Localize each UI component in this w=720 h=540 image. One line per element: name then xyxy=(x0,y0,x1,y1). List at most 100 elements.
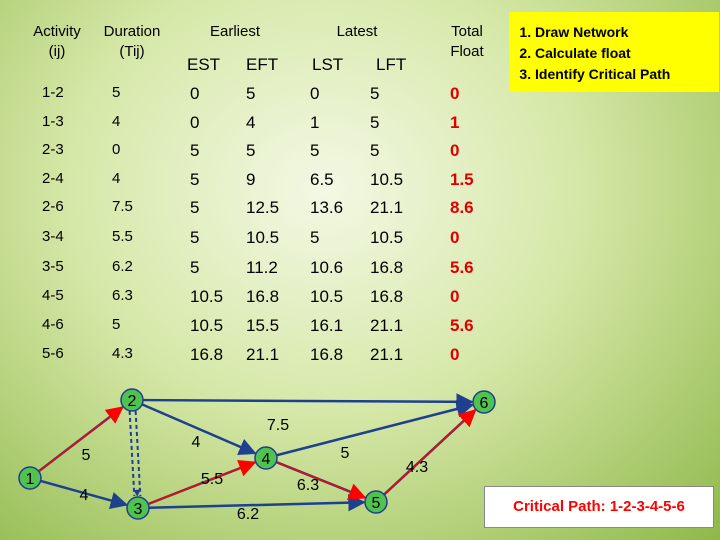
cell-est: 5 xyxy=(190,258,200,277)
cell-lft: 5 xyxy=(370,113,380,132)
header-latest: Latest xyxy=(336,23,378,40)
instruction-item: Draw Network xyxy=(535,22,713,43)
node-5: 5 xyxy=(364,490,388,514)
cell-lst: 0 xyxy=(310,84,320,103)
edge-3-5 xyxy=(148,493,366,512)
edge-label-2-6: 7.5 xyxy=(267,417,289,434)
edge-2-4 xyxy=(141,403,257,456)
cell-est: 5 xyxy=(190,141,200,160)
cell-float: 0 xyxy=(450,287,460,306)
edge-3-4 xyxy=(147,459,257,506)
cell-lft: 5 xyxy=(370,141,380,160)
cell-duration: 4.3 xyxy=(112,345,133,362)
cell-activity: 1-3 xyxy=(42,113,64,130)
edge-4-5 xyxy=(275,460,367,500)
cell-duration: 4 xyxy=(112,170,121,187)
cell-lft: 21.1 xyxy=(370,316,404,335)
cell-lft: 21.1 xyxy=(370,198,404,217)
cell-duration: 0 xyxy=(112,141,121,158)
node-label: 6 xyxy=(480,395,489,412)
cell-eft: 11.2 xyxy=(246,258,278,277)
cell-activity: 2-3 xyxy=(42,141,64,158)
edge-label-1-3: 4 xyxy=(80,487,89,504)
cell-eft: 16.8 xyxy=(246,287,280,306)
edge-label-3-5: 6.2 xyxy=(237,506,259,523)
cell-float: 0 xyxy=(450,228,460,247)
node-1: 1 xyxy=(18,466,42,490)
cell-eft: 9 xyxy=(246,170,256,189)
cell-duration: 6.2 xyxy=(112,258,133,275)
critical-path-text: Critical Path: 1-2-3-4-5-6 xyxy=(513,498,685,515)
cell-activity: 3-5 xyxy=(42,258,64,275)
cell-est: 5 xyxy=(190,198,200,217)
instruction-item: Identify Critical Path xyxy=(535,64,713,85)
header-activity: Activity (ij) xyxy=(33,23,81,60)
edge-label-4-5: 6.3 xyxy=(297,477,319,494)
cell-activity: 5-6 xyxy=(42,345,64,362)
header-lft: LFT xyxy=(376,55,407,74)
edge-1-3 xyxy=(40,479,129,510)
cell-lst: 1 xyxy=(310,113,320,132)
cell-eft: 12.5 xyxy=(246,198,280,217)
cell-est: 0 xyxy=(190,113,200,132)
header-earliest: Earliest xyxy=(209,23,261,40)
cell-eft: 10.5 xyxy=(246,228,280,247)
header-est: EST xyxy=(187,55,221,74)
cell-est: 5 xyxy=(190,170,200,189)
edge-2-3 xyxy=(128,410,142,497)
node-label: 2 xyxy=(128,393,137,410)
cell-lst: 13.6 xyxy=(310,198,344,217)
cell-lft: 16.8 xyxy=(370,258,404,277)
cell-float: 8.6 xyxy=(450,198,474,217)
node-label: 5 xyxy=(372,495,381,512)
cell-est: 10.5 xyxy=(190,287,224,306)
cell-float: 5.6 xyxy=(450,316,474,335)
cell-activity: 4-5 xyxy=(42,287,64,304)
cell-float: 1.5 xyxy=(450,170,474,189)
cell-lft: 10.5 xyxy=(370,228,404,247)
cell-duration: 5.5 xyxy=(112,228,133,245)
cell-lft: 21.1 xyxy=(370,345,404,364)
cell-eft: 4 xyxy=(246,113,256,132)
node-label: 1 xyxy=(26,471,35,488)
cell-eft: 21.1 xyxy=(246,345,280,364)
cell-est: 16.8 xyxy=(190,345,224,364)
edge-2-6 xyxy=(142,393,474,411)
edge-label-1-2: 5 xyxy=(82,447,91,464)
node-label: 3 xyxy=(134,501,143,518)
cell-lst: 5 xyxy=(310,228,320,247)
cell-lst: 16.8 xyxy=(310,345,344,364)
node-4: 4 xyxy=(254,446,278,470)
cell-eft: 15.5 xyxy=(246,316,280,335)
cell-duration: 7.5 xyxy=(112,198,133,215)
cell-float: 0 xyxy=(450,141,460,160)
cell-lst: 10.6 xyxy=(310,258,344,277)
cell-eft: 5 xyxy=(246,141,256,160)
cell-lst: 6.5 xyxy=(310,170,334,189)
node-2: 2 xyxy=(120,388,144,412)
critical-path-box: Critical Path: 1-2-3-4-5-6 xyxy=(484,486,714,528)
instructions-box: Draw Network Calculate float Identify Cr… xyxy=(509,12,719,92)
header-eft: EFT xyxy=(246,55,279,74)
cell-lst: 10.5 xyxy=(310,287,344,306)
instruction-item: Calculate float xyxy=(535,43,713,64)
edge-5-6 xyxy=(383,408,477,496)
cell-activity: 3-4 xyxy=(42,228,64,245)
cell-float: 0 xyxy=(450,84,460,103)
edge-1-2 xyxy=(37,406,124,473)
header-duration: Duration (Tij) xyxy=(103,23,161,60)
cell-activity: 4-6 xyxy=(42,316,64,333)
cell-float: 1 xyxy=(450,113,460,132)
cell-eft: 5 xyxy=(246,84,256,103)
edge-4-6 xyxy=(276,400,475,457)
edge-label-3-4: 5.5 xyxy=(201,471,223,488)
cell-lst: 16.1 xyxy=(310,316,344,335)
cell-duration: 4 xyxy=(112,113,121,130)
cell-activity: 2-4 xyxy=(42,170,64,187)
cell-est: 10.5 xyxy=(190,316,224,335)
cell-duration: 5 xyxy=(112,84,121,101)
node-label: 4 xyxy=(262,451,271,468)
cell-float: 5.6 xyxy=(450,258,474,277)
edge-label-4-6: 5 xyxy=(341,445,350,462)
